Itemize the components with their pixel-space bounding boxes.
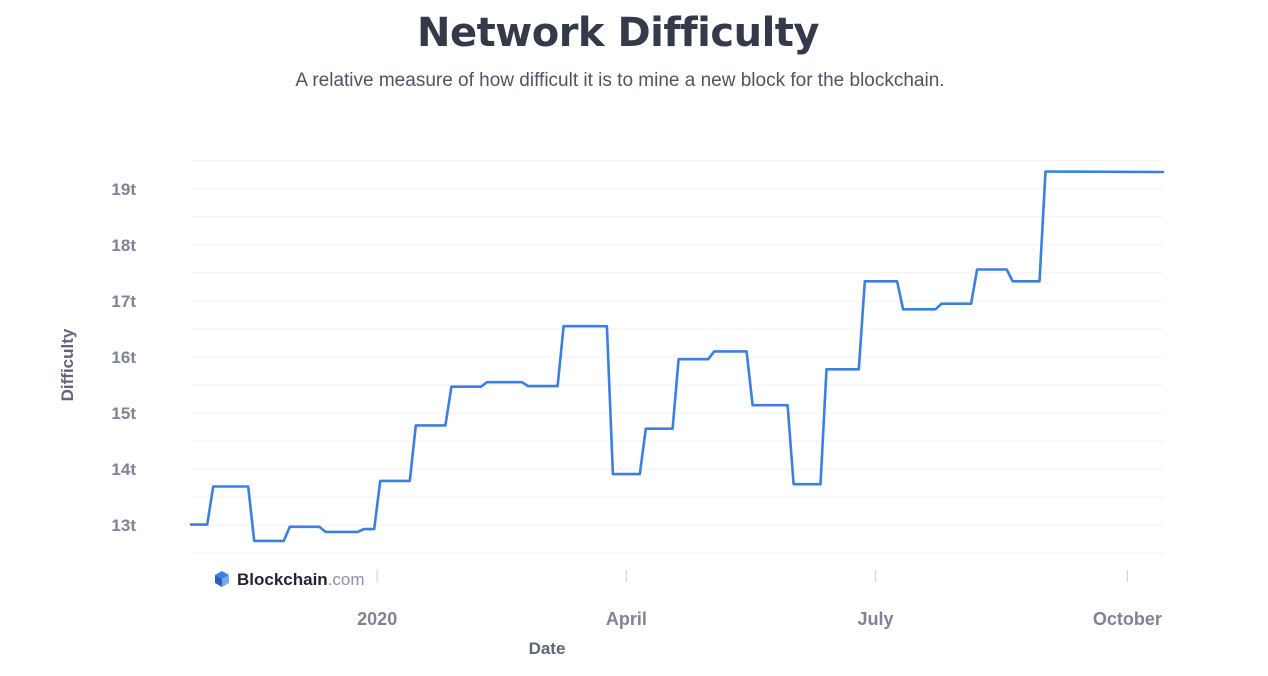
y-tick-label: 14t [111, 460, 136, 479]
x-tick-label: April [606, 609, 647, 629]
y-tick-label: 19t [111, 180, 136, 199]
page-title: Network Difficulty [417, 10, 819, 56]
y-tick-label: 13t [111, 516, 136, 535]
page-subtitle: A relative measure of how difficult it i… [295, 70, 945, 91]
y-tick-label: 17t [111, 292, 136, 311]
y-axis-label: Difficulty [58, 328, 77, 401]
blockchain-logo: Blockchain.com [215, 570, 365, 589]
blockchain-cube-icon [215, 571, 229, 587]
svg-text:Blockchain.com: Blockchain.com [237, 570, 365, 589]
x-axis: 2020 April July October [357, 570, 1162, 629]
difficulty-series-line [189, 170, 1165, 543]
grid-lines [191, 160, 1163, 554]
y-tick-label: 16t [111, 348, 136, 367]
x-axis-label: Date [529, 639, 566, 658]
y-tick-label: 15t [111, 404, 136, 423]
x-tick-label: October [1093, 609, 1162, 629]
x-tick-label: 2020 [357, 609, 397, 629]
brand-suffix: .com [328, 570, 365, 589]
x-tick-label: July [857, 609, 893, 629]
y-axis: 13t 14t 15t 16t 17t 18t 19t [111, 180, 136, 535]
y-tick-label: 18t [111, 236, 136, 255]
brand-name: Blockchain [237, 570, 328, 589]
